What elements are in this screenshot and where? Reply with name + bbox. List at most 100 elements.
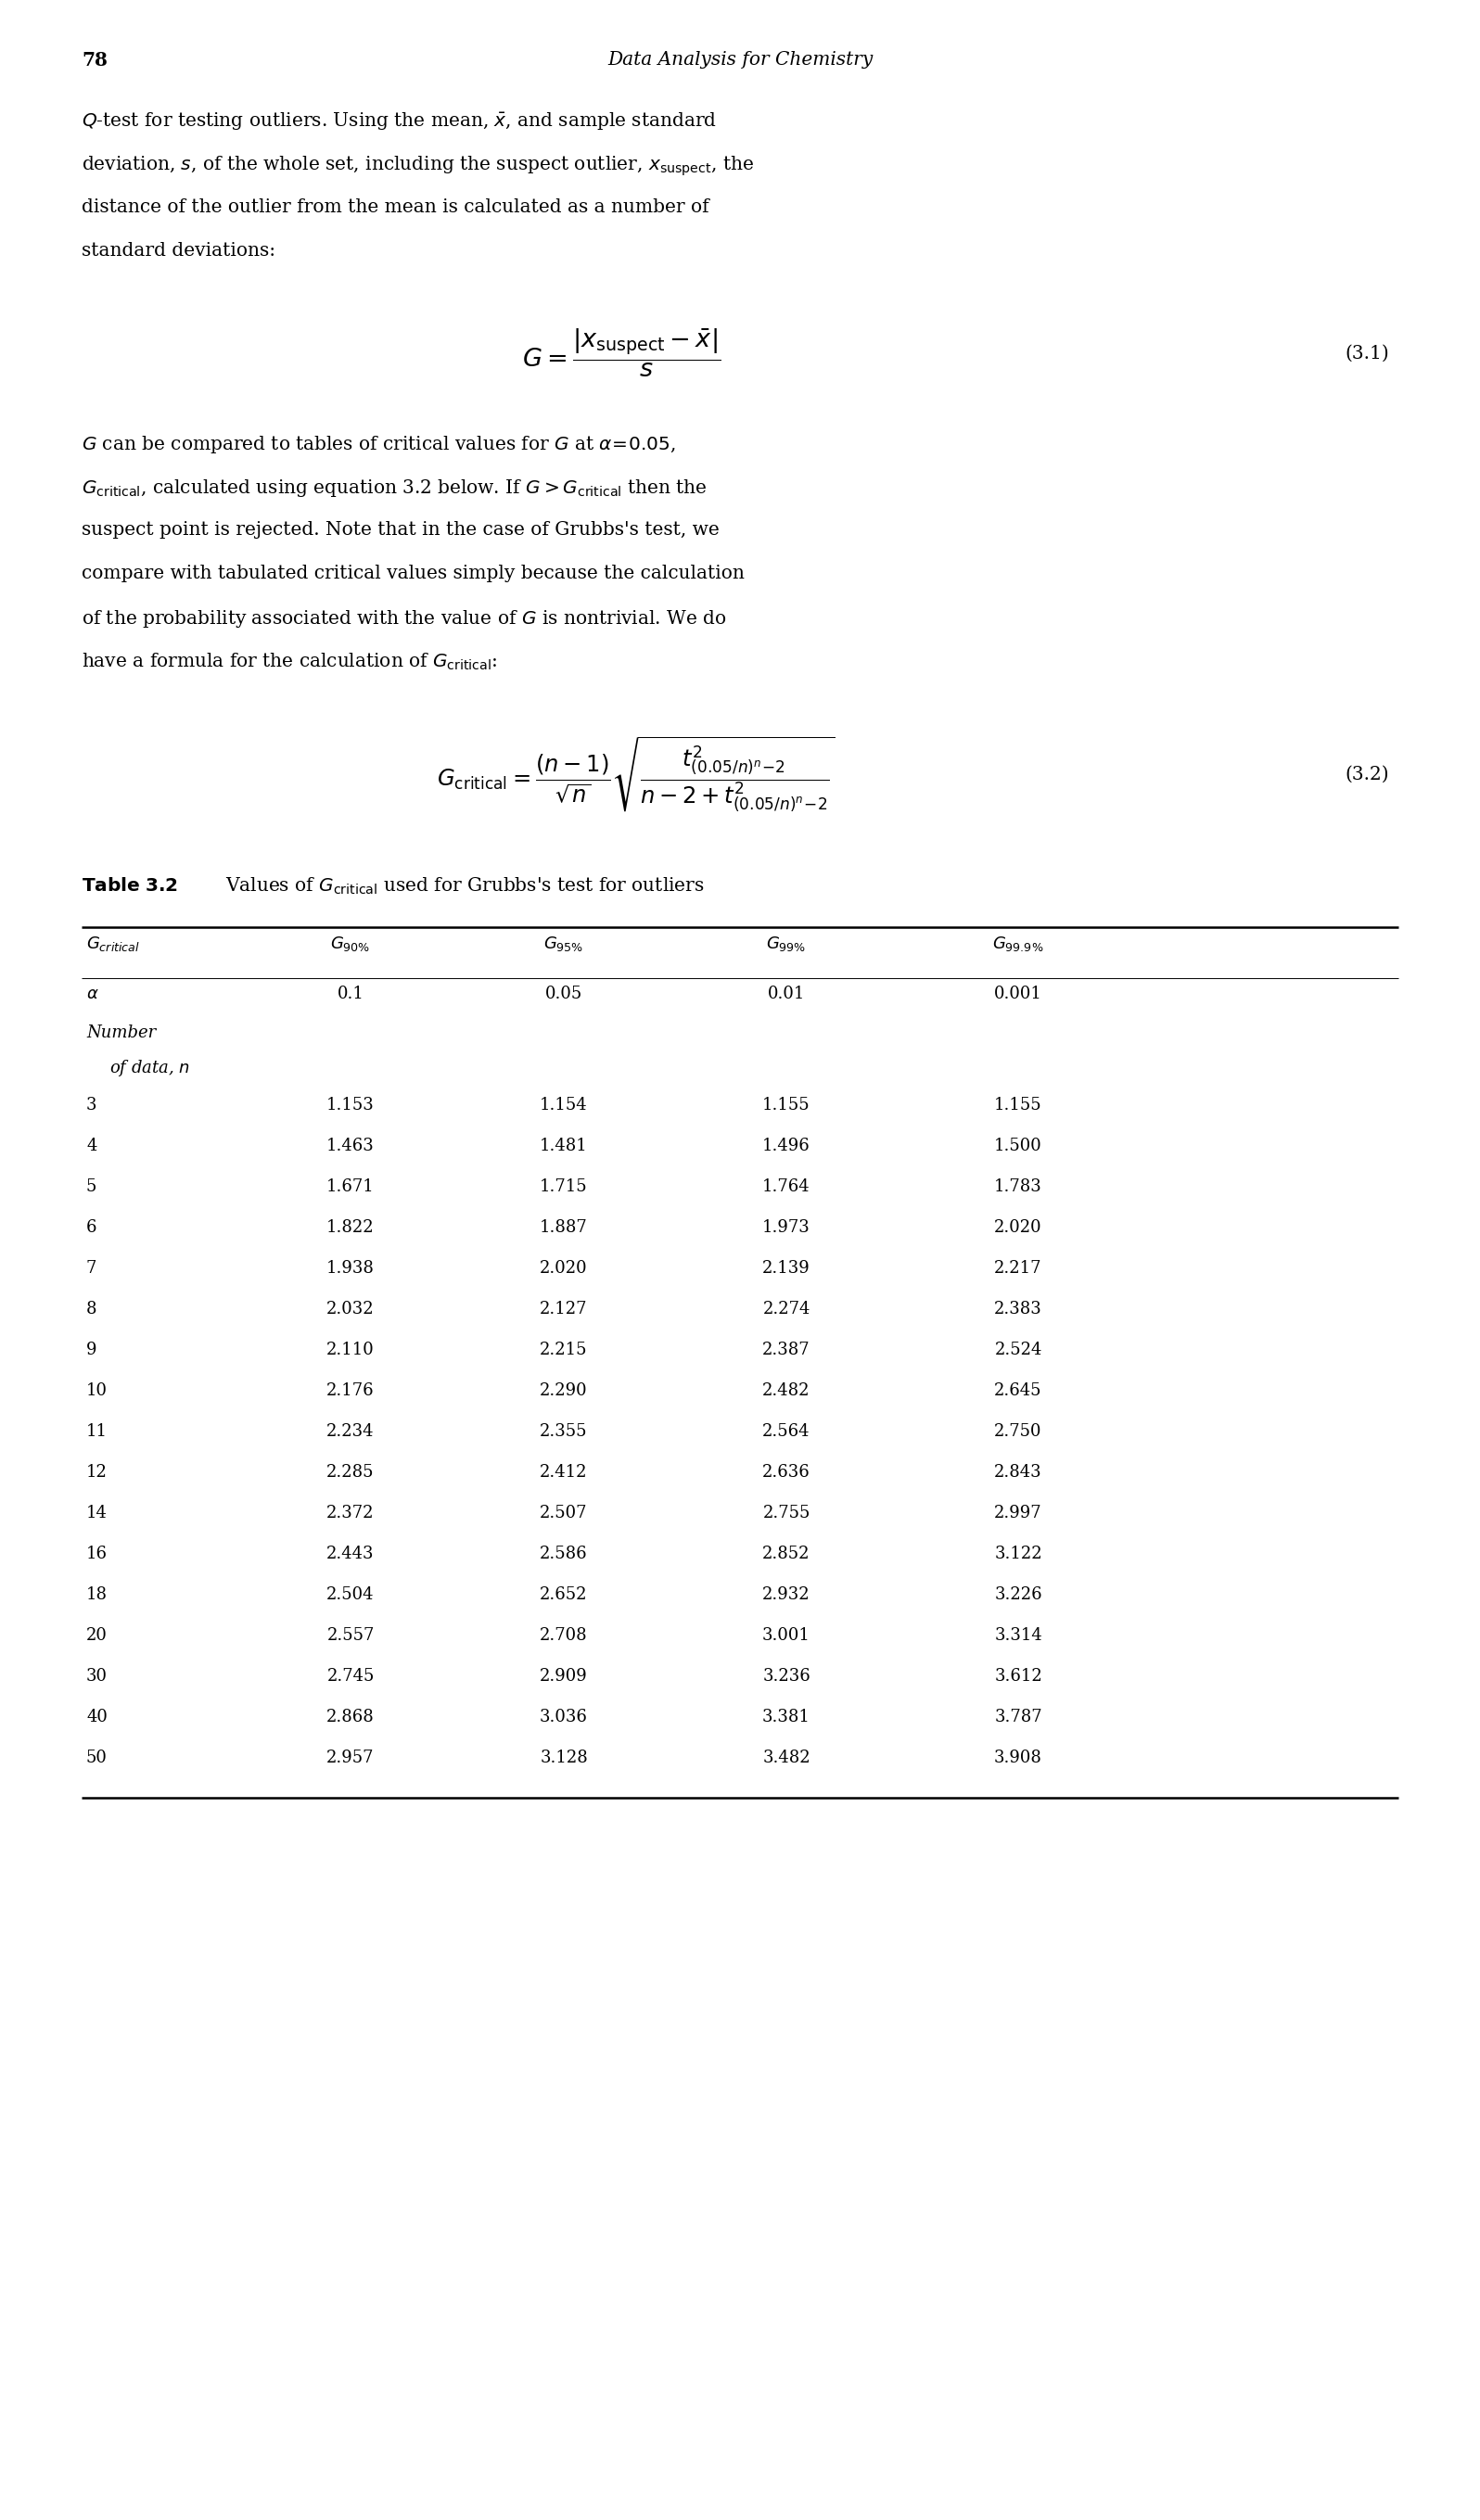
Text: 7: 7	[86, 1260, 96, 1278]
Text: $G_{\mathit{critical}}$: $G_{\mathit{critical}}$	[86, 935, 141, 953]
Text: 2.750: 2.750	[995, 1424, 1042, 1439]
Text: 2.645: 2.645	[995, 1383, 1042, 1399]
Text: 2.868: 2.868	[327, 1709, 374, 1726]
Text: 1.764: 1.764	[762, 1179, 811, 1194]
Text: 2.482: 2.482	[762, 1383, 810, 1399]
Text: 2.032: 2.032	[327, 1300, 374, 1318]
Text: 1.973: 1.973	[762, 1220, 811, 1235]
Text: 1.715: 1.715	[540, 1179, 588, 1194]
Text: 2.443: 2.443	[327, 1545, 374, 1562]
Text: 3.381: 3.381	[762, 1709, 811, 1726]
Text: 12: 12	[86, 1464, 108, 1482]
Text: 2.636: 2.636	[762, 1464, 811, 1482]
Text: 2.524: 2.524	[995, 1341, 1042, 1358]
Text: $G_{\mathrm{critical}} = \dfrac{(n-1)}{\sqrt{n}}\sqrt{\dfrac{t^{2}_{(0.05/n)^{n}: $G_{\mathrm{critical}} = \dfrac{(n-1)}{\…	[437, 736, 836, 814]
Text: 8: 8	[86, 1300, 96, 1318]
Text: 3.314: 3.314	[995, 1628, 1042, 1643]
Text: 2.412: 2.412	[540, 1464, 588, 1482]
Text: 1.154: 1.154	[540, 1096, 588, 1114]
Text: 30: 30	[86, 1668, 108, 1686]
Text: 2.110: 2.110	[327, 1341, 374, 1358]
Text: 1.500: 1.500	[995, 1137, 1042, 1154]
Text: 2.274: 2.274	[762, 1300, 810, 1318]
Text: 16: 16	[86, 1545, 108, 1562]
Text: 2.285: 2.285	[327, 1464, 374, 1482]
Text: 1.496: 1.496	[762, 1137, 811, 1154]
Text: $G_{99\%}$: $G_{99\%}$	[767, 935, 807, 953]
Text: (3.2): (3.2)	[1345, 766, 1390, 784]
Text: have a formula for the calculation of $G_{\mathrm{critical}}$:: have a formula for the calculation of $G…	[81, 653, 497, 673]
Text: suspect point is rejected. Note that in the case of Grubbs's test, we: suspect point is rejected. Note that in …	[81, 522, 719, 539]
Text: 3.122: 3.122	[995, 1545, 1042, 1562]
Text: 1.671: 1.671	[327, 1179, 374, 1194]
Text: 78: 78	[81, 50, 108, 71]
Text: 1.783: 1.783	[995, 1179, 1042, 1194]
Text: 2.507: 2.507	[540, 1504, 588, 1522]
Text: 2.215: 2.215	[540, 1341, 588, 1358]
Text: 2.020: 2.020	[540, 1260, 588, 1278]
Text: distance of the outlier from the mean is calculated as a number of: distance of the outlier from the mean is…	[81, 199, 709, 217]
Text: 3.001: 3.001	[762, 1628, 811, 1643]
Text: of data, $n$: of data, $n$	[110, 1058, 189, 1079]
Text: $Q$-test for testing outliers. Using the mean, $\bar{x}$, and sample standard: $Q$-test for testing outliers. Using the…	[81, 111, 716, 134]
Text: 2.843: 2.843	[995, 1464, 1042, 1482]
Text: 2.139: 2.139	[762, 1260, 811, 1278]
Text: 2.355: 2.355	[540, 1424, 588, 1439]
Text: 0.05: 0.05	[545, 985, 583, 1003]
Text: 11: 11	[86, 1424, 108, 1439]
Text: 3.908: 3.908	[995, 1749, 1042, 1767]
Text: 1.822: 1.822	[327, 1220, 374, 1235]
Text: 2.504: 2.504	[327, 1588, 374, 1603]
Text: 2.234: 2.234	[327, 1424, 374, 1439]
Text: 0.01: 0.01	[768, 985, 805, 1003]
Text: 2.755: 2.755	[762, 1504, 810, 1522]
Text: 2.586: 2.586	[540, 1545, 588, 1562]
Text: 2.852: 2.852	[762, 1545, 810, 1562]
Text: 4: 4	[86, 1137, 96, 1154]
Text: 40: 40	[86, 1709, 108, 1726]
Text: 2.127: 2.127	[540, 1300, 588, 1318]
Text: 2.290: 2.290	[540, 1383, 588, 1399]
Text: 1.155: 1.155	[995, 1096, 1042, 1114]
Text: 3: 3	[86, 1096, 96, 1114]
Text: 14: 14	[86, 1504, 108, 1522]
Text: $\mathbf{Table\ 3.2}$: $\mathbf{Table\ 3.2}$	[81, 877, 178, 895]
Text: 0.001: 0.001	[995, 985, 1042, 1003]
Text: 2.176: 2.176	[327, 1383, 374, 1399]
Text: 3.612: 3.612	[995, 1668, 1042, 1686]
Text: Data Analysis for Chemistry: Data Analysis for Chemistry	[607, 50, 873, 68]
Text: 1.153: 1.153	[327, 1096, 374, 1114]
Text: 2.997: 2.997	[995, 1504, 1042, 1522]
Text: 9: 9	[86, 1341, 96, 1358]
Text: 10: 10	[86, 1383, 108, 1399]
Text: 1.887: 1.887	[540, 1220, 588, 1235]
Text: 50: 50	[86, 1749, 108, 1767]
Text: 2.383: 2.383	[995, 1300, 1042, 1318]
Text: 3.128: 3.128	[540, 1749, 588, 1767]
Text: 2.020: 2.020	[995, 1220, 1042, 1235]
Text: 2.387: 2.387	[762, 1341, 811, 1358]
Text: $\alpha$: $\alpha$	[86, 985, 99, 1003]
Text: 5: 5	[86, 1179, 96, 1194]
Text: 2.909: 2.909	[540, 1668, 588, 1686]
Text: 2.557: 2.557	[327, 1628, 374, 1643]
Text: 6: 6	[86, 1220, 96, 1235]
Text: Number: Number	[86, 1026, 155, 1041]
Text: 2.932: 2.932	[762, 1588, 811, 1603]
Text: 1.463: 1.463	[327, 1137, 374, 1154]
Text: 2.217: 2.217	[995, 1260, 1042, 1278]
Text: 2.957: 2.957	[327, 1749, 374, 1767]
Text: 1.155: 1.155	[762, 1096, 811, 1114]
Text: 0.1: 0.1	[337, 985, 364, 1003]
Text: standard deviations:: standard deviations:	[81, 242, 275, 260]
Text: compare with tabulated critical values simply because the calculation: compare with tabulated critical values s…	[81, 564, 744, 582]
Text: $G_{90\%}$: $G_{90\%}$	[330, 935, 370, 953]
Text: 1.481: 1.481	[540, 1137, 588, 1154]
Text: of the probability associated with the value of $G$ is nontrivial. We do: of the probability associated with the v…	[81, 607, 727, 630]
Text: 2.708: 2.708	[540, 1628, 588, 1643]
Text: 3.787: 3.787	[995, 1709, 1042, 1726]
Text: 3.036: 3.036	[540, 1709, 588, 1726]
Text: 3.482: 3.482	[762, 1749, 811, 1767]
Text: deviation, $s$, of the whole set, including the suspect outlier, $x_{\mathrm{sus: deviation, $s$, of the whole set, includ…	[81, 154, 753, 179]
Text: 3.226: 3.226	[995, 1588, 1042, 1603]
